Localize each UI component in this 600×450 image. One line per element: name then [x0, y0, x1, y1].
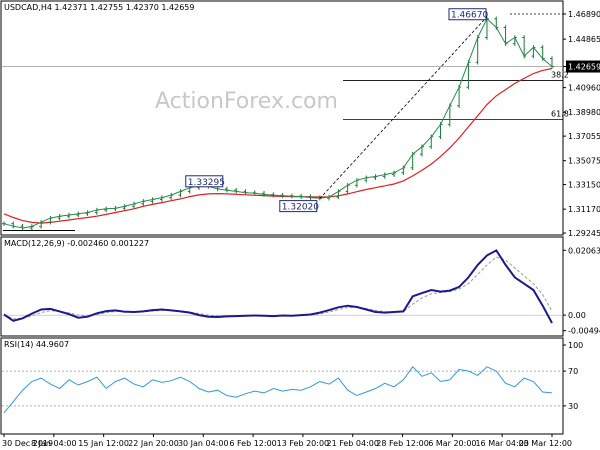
price-annotation-box	[279, 200, 318, 213]
rsi-panel-frame	[0, 337, 564, 435]
macd-line	[3, 249, 553, 324]
x-tick-label: 30 Jan 04:00	[178, 439, 229, 448]
rsi-panel-title: RSI(14) 44.9607	[4, 340, 69, 349]
price-y-axis: 1.46890 1.44865 1.42659 1.40960 1.38980 1.370…	[563, 10, 600, 238]
x-tick-label: 30 Dec 2019	[2, 439, 53, 448]
macd-y-tick-label: 0.00	[568, 311, 586, 320]
price-y-tick-label: 1.29245	[568, 229, 600, 238]
price-close-line	[3, 17, 553, 229]
watermark-text: ActionForex.com	[155, 89, 338, 114]
price-annotations: 1.46670 1.33295 1.32020	[185, 8, 488, 213]
price-y-tick-label: 1.40960	[568, 84, 600, 93]
x-tick-label: 6 Feb 12:00	[229, 439, 276, 448]
x-tick-label: 15 Jan 12:00	[78, 439, 129, 448]
price-series	[2, 16, 554, 231]
price-y-tick-label: 1.35075	[568, 157, 600, 166]
fib-level-label: 61.8	[551, 110, 569, 119]
fib-level-label: 38.2	[551, 71, 569, 80]
price-y-tick-label: 1.31170	[568, 205, 600, 214]
x-tick-label: 8 Jan 04:00	[31, 439, 77, 448]
x-tick-label: 22 Jan 20:00	[128, 439, 179, 448]
x-tick-label: 28 Feb 12:00	[376, 439, 428, 448]
trend-dashed-line	[319, 16, 488, 199]
price-y-tick-label: 1.38980	[568, 108, 600, 117]
price-levels: 38.2 61.8	[2, 13, 569, 232]
price-y-tick-label: 1.42659	[568, 63, 600, 72]
x-tick-label: 16 Mar 04:00	[475, 439, 528, 448]
rsi-series	[3, 366, 553, 414]
macd-panel-title: MACD(12,26,9) -0.002460 0.001227	[4, 239, 149, 248]
price-annotation-label: 1.32020	[282, 203, 319, 213]
macd-series	[2, 249, 563, 324]
macd-y-axis: 0.020637 0.00 -0.004942	[563, 246, 600, 336]
rsi-y-axis: 100 70 30	[563, 341, 583, 411]
ema-line	[3, 67, 553, 224]
x-tick-label: 23 Mar 12:00	[519, 439, 572, 448]
current-price-box	[566, 60, 600, 73]
price-annotation-box	[185, 175, 224, 188]
x-tick-label: 13 Feb 20:00	[277, 439, 329, 448]
price-y-tick-label: 1.46890	[568, 10, 600, 19]
rsi-levels	[2, 370, 563, 407]
macd-y-tick-label: 0.020637	[568, 246, 600, 255]
price-y-tick-label: 1.44865	[568, 35, 600, 44]
rsi-line	[3, 366, 553, 414]
macd-panel-frame	[0, 236, 564, 337]
price-annotation-label: 1.33295	[188, 178, 225, 188]
x-tick-label: 21 Feb 04:00	[326, 439, 378, 448]
rsi-y-tick-label: 30	[568, 402, 578, 411]
macd-y-tick-label: -0.004942	[568, 327, 600, 336]
price-panel-title: USDCAD,H4 1.42371 1.42755 1.42370 1.4265…	[4, 3, 194, 12]
rsi-y-tick-label: 100	[568, 341, 583, 350]
price-y-tick-label: 1.37055	[568, 132, 600, 141]
price-annotation-label: 1.46670	[451, 11, 488, 21]
price-y-tick-label: 1.33150	[568, 181, 600, 190]
x-tick-label: 6 Mar 20:00	[428, 439, 476, 448]
rsi-y-tick-label: 70	[568, 367, 578, 376]
price-annotation-box	[448, 8, 487, 21]
